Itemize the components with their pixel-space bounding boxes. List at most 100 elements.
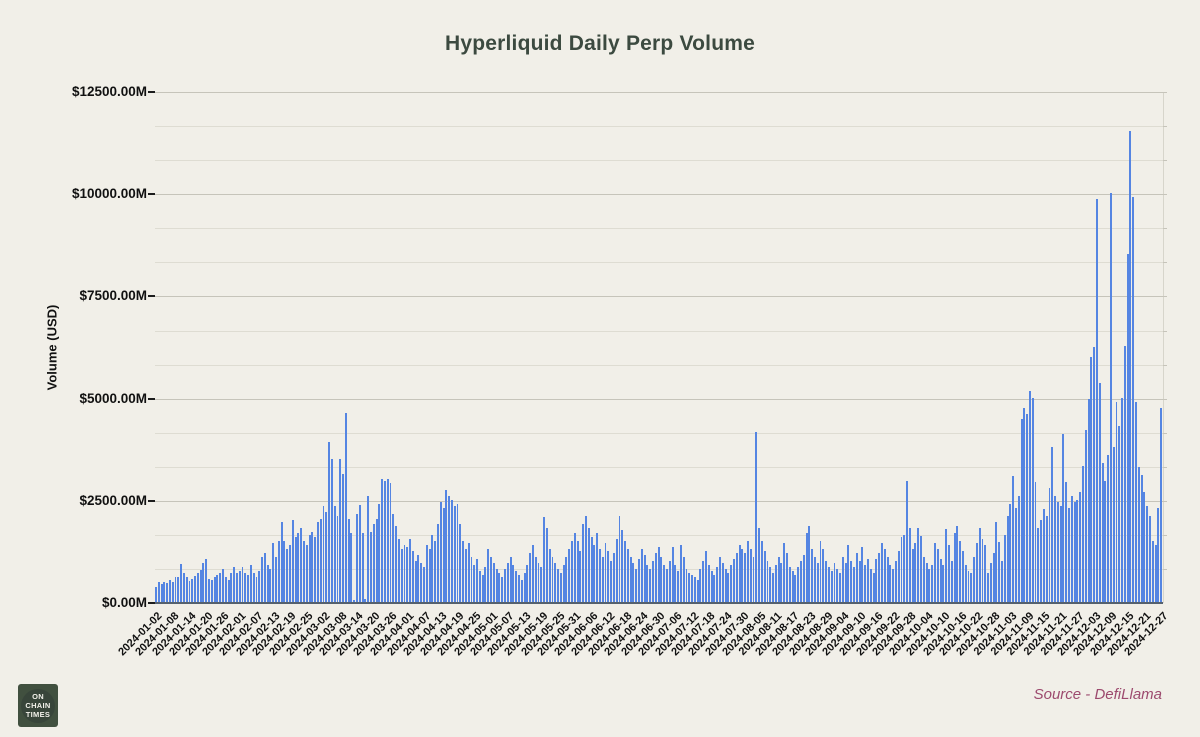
bar [1045,516,1048,602]
bar [395,526,398,602]
bar [504,569,506,602]
bar [194,575,197,602]
right-tick-mark [1163,296,1167,298]
bar [1048,488,1051,602]
bar [400,548,403,602]
y-tick-label: $5000.00M [79,390,147,406]
bar [663,565,666,602]
bar [1140,475,1143,602]
bar [719,557,721,602]
bar [478,571,481,602]
bar [945,529,948,602]
bar [258,571,261,602]
bar [568,548,571,602]
bar [830,571,833,602]
bar [880,542,883,602]
bar [746,540,749,602]
bar [210,579,213,602]
bar [724,569,727,602]
bar [1082,465,1084,602]
bar [702,561,705,602]
bar [786,552,788,602]
bar [621,530,624,602]
bar [543,516,546,602]
bar [445,489,448,602]
bar [917,528,920,602]
bar [576,540,579,602]
bar [833,563,836,602]
bar [208,579,210,602]
bar [707,565,710,602]
bar [356,514,358,602]
bar [571,540,573,602]
bar [501,577,504,602]
y-axis-title: Volume (USD) [44,304,60,391]
bar [1028,390,1031,602]
bar [760,540,763,602]
bar [484,567,487,602]
bar [1059,505,1062,602]
major-gridline [155,92,1163,93]
bar [629,557,632,602]
bar [467,542,470,602]
minor-gridline [155,466,1163,468]
bar [1017,495,1020,602]
minor-gridline [155,364,1163,366]
bar [699,569,702,602]
bar [802,555,805,602]
bar [403,544,406,602]
bar [813,557,816,602]
bar [1101,463,1104,602]
bar [411,550,414,602]
bar [280,522,283,602]
bar [889,565,892,602]
bar [322,505,325,602]
bar [247,575,250,602]
bar [671,546,674,602]
bar [998,541,1001,602]
y-tick-mark [148,499,155,502]
bar [294,536,297,602]
bar [453,505,456,602]
bar [291,520,294,602]
bar [328,442,331,602]
bar [883,548,886,602]
bar [417,555,420,602]
bar [1037,528,1040,602]
bar [755,431,758,602]
bar [911,548,914,602]
bar [1040,520,1043,602]
minor-gridline [155,228,1163,230]
bar [316,522,319,602]
bar [978,528,981,602]
bar [1121,397,1124,602]
bar [1157,507,1160,602]
bar [677,571,680,602]
bar [855,552,858,602]
bar [557,569,560,602]
bar [1137,467,1140,602]
bar [858,561,861,602]
bar [850,561,853,602]
bar [867,559,869,602]
bar [652,561,654,602]
minor-gridline [155,330,1163,332]
bar [635,569,638,602]
bar [448,495,451,602]
bar [367,495,370,602]
bar [520,579,523,602]
bar [168,579,171,602]
bar [769,567,772,602]
bar [1118,426,1121,602]
bar [1135,401,1138,602]
bar [732,559,735,602]
logo-line-2: CHAIN [25,701,51,710]
chart-title: Hyperliquid Daily Perp Volume [445,32,755,55]
bar [948,544,950,602]
bar [749,548,752,602]
bar [847,544,850,602]
bar [562,565,565,602]
bar [674,565,677,602]
bar [925,563,928,602]
bar [1076,499,1079,602]
